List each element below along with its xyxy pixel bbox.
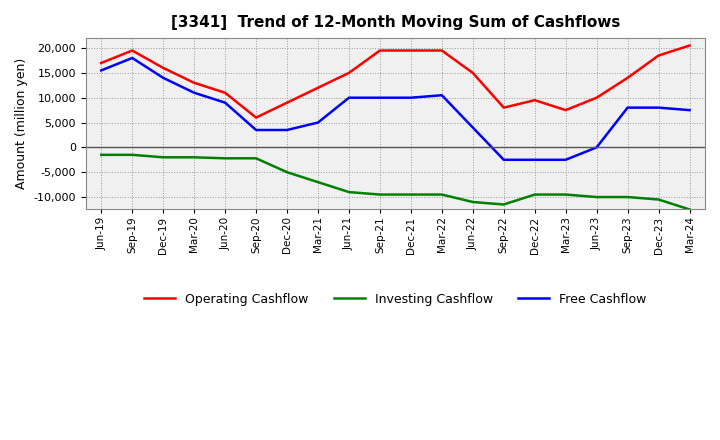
- Operating Cashflow: [252, 115, 261, 120]
- Investing Cashflow: [624, 194, 632, 200]
- Operating Cashflow: [407, 48, 415, 53]
- Investing Cashflow: [190, 155, 199, 160]
- Line: Operating Cashflow: Operating Cashflow: [102, 46, 690, 117]
- Free Cashflow: [593, 145, 601, 150]
- Operating Cashflow: [283, 100, 292, 105]
- Y-axis label: Amount (million yen): Amount (million yen): [15, 58, 28, 189]
- Operating Cashflow: [593, 95, 601, 100]
- Investing Cashflow: [283, 169, 292, 175]
- Investing Cashflow: [97, 152, 106, 158]
- Free Cashflow: [345, 95, 354, 100]
- Free Cashflow: [190, 90, 199, 95]
- Free Cashflow: [654, 105, 663, 110]
- Free Cashflow: [438, 92, 446, 98]
- Operating Cashflow: [469, 70, 477, 76]
- Free Cashflow: [685, 107, 694, 113]
- Free Cashflow: [252, 127, 261, 132]
- Free Cashflow: [376, 95, 384, 100]
- Legend: Operating Cashflow, Investing Cashflow, Free Cashflow: Operating Cashflow, Investing Cashflow, …: [139, 288, 652, 311]
- Operating Cashflow: [159, 65, 168, 70]
- Operating Cashflow: [685, 43, 694, 48]
- Investing Cashflow: [593, 194, 601, 200]
- Investing Cashflow: [314, 180, 323, 185]
- Operating Cashflow: [562, 107, 570, 113]
- Free Cashflow: [500, 157, 508, 162]
- Line: Free Cashflow: Free Cashflow: [102, 58, 690, 160]
- Investing Cashflow: [128, 152, 137, 158]
- Line: Investing Cashflow: Investing Cashflow: [102, 155, 690, 209]
- Operating Cashflow: [500, 105, 508, 110]
- Investing Cashflow: [685, 207, 694, 212]
- Free Cashflow: [624, 105, 632, 110]
- Operating Cashflow: [438, 48, 446, 53]
- Operating Cashflow: [624, 75, 632, 81]
- Operating Cashflow: [376, 48, 384, 53]
- Operating Cashflow: [221, 90, 230, 95]
- Investing Cashflow: [407, 192, 415, 197]
- Operating Cashflow: [314, 85, 323, 90]
- Free Cashflow: [407, 95, 415, 100]
- Free Cashflow: [283, 127, 292, 132]
- Operating Cashflow: [531, 98, 539, 103]
- Investing Cashflow: [221, 156, 230, 161]
- Investing Cashflow: [252, 156, 261, 161]
- Free Cashflow: [469, 125, 477, 130]
- Free Cashflow: [314, 120, 323, 125]
- Investing Cashflow: [469, 199, 477, 205]
- Investing Cashflow: [500, 202, 508, 207]
- Operating Cashflow: [654, 53, 663, 58]
- Investing Cashflow: [159, 155, 168, 160]
- Free Cashflow: [159, 75, 168, 81]
- Investing Cashflow: [376, 192, 384, 197]
- Investing Cashflow: [438, 192, 446, 197]
- Operating Cashflow: [190, 80, 199, 85]
- Investing Cashflow: [562, 192, 570, 197]
- Investing Cashflow: [654, 197, 663, 202]
- Investing Cashflow: [345, 190, 354, 195]
- Free Cashflow: [531, 157, 539, 162]
- Investing Cashflow: [531, 192, 539, 197]
- Operating Cashflow: [128, 48, 137, 53]
- Free Cashflow: [97, 68, 106, 73]
- Free Cashflow: [128, 55, 137, 61]
- Operating Cashflow: [97, 60, 106, 66]
- Operating Cashflow: [345, 70, 354, 76]
- Free Cashflow: [221, 100, 230, 105]
- Title: [3341]  Trend of 12-Month Moving Sum of Cashflows: [3341] Trend of 12-Month Moving Sum of C…: [171, 15, 620, 30]
- Free Cashflow: [562, 157, 570, 162]
